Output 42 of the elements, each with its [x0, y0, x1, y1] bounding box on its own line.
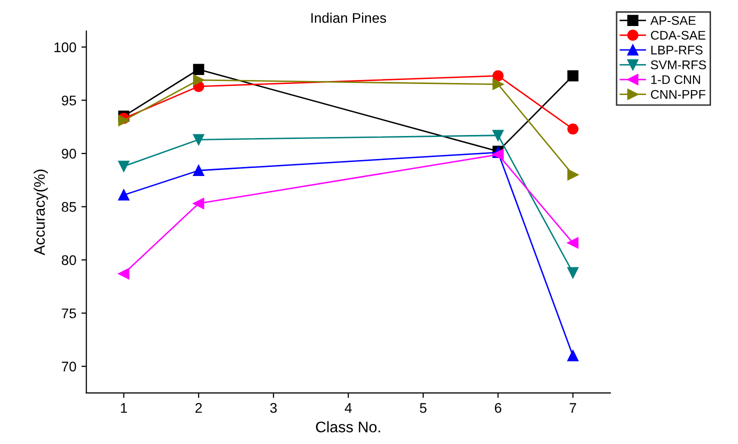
y-tick-label: 100 [54, 42, 76, 52]
point [492, 78, 504, 90]
legend-label: LBP-RFS [651, 46, 703, 54]
y-tick-label: 90 [62, 148, 76, 159]
y-tick-label: 95 [62, 96, 76, 106]
x-tick-label: 4 [344, 403, 352, 413]
point [193, 74, 204, 86]
y-tick-label: 70 [62, 362, 76, 372]
point [193, 198, 204, 210]
point [193, 164, 204, 176]
legend-label: 1-D CNN [651, 75, 700, 84]
point [567, 350, 578, 362]
point [118, 189, 130, 201]
legend-label: CDA-SAE [650, 30, 706, 40]
y-tick-label: 85 [62, 202, 76, 212]
legend-label: CNN-PPF [650, 90, 706, 99]
y-tick-label: 75 [62, 308, 76, 318]
x-tick-label: 5 [420, 403, 426, 413]
point [193, 134, 204, 146]
point [193, 64, 204, 75]
point [118, 268, 130, 280]
x-tick-label: 1 [120, 403, 127, 413]
x-axis-title: Class No. [316, 421, 380, 432]
point [567, 169, 578, 180]
x-tick-label: 6 [494, 403, 502, 413]
point [567, 237, 578, 248]
point [567, 70, 578, 82]
point [492, 70, 504, 82]
legend-label: AP-SAE [650, 16, 696, 25]
point [492, 148, 504, 160]
point [118, 114, 130, 126]
x-tick-label: 7 [570, 403, 576, 413]
y-tick-label: 80 [62, 255, 76, 266]
point [567, 123, 578, 135]
point [492, 130, 504, 141]
point [567, 267, 578, 278]
legend-label: SVM-RFS [650, 60, 706, 70]
x-tick-label: 3 [270, 403, 277, 413]
y-axis-title: Accuracy(%) [34, 170, 48, 256]
point [118, 160, 130, 172]
x-tick-label: 2 [195, 403, 202, 413]
chart-title: Indian Pines [311, 12, 386, 23]
